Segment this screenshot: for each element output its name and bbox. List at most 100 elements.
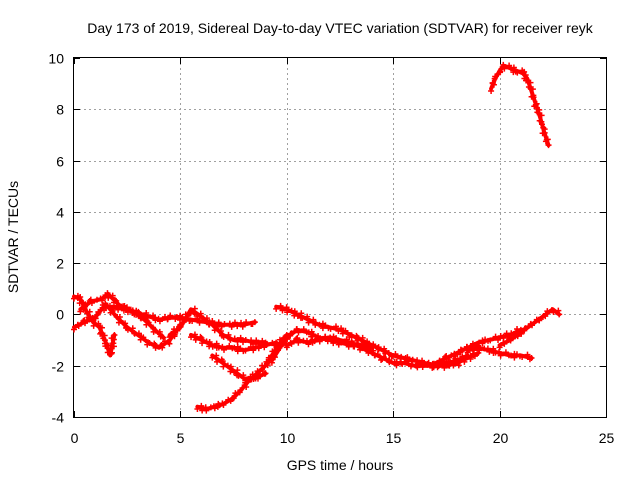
data-point: [311, 338, 318, 345]
series-arc-8: [194, 331, 290, 414]
data-point: [525, 83, 532, 90]
data-point: [476, 339, 483, 346]
data-point: [353, 340, 360, 347]
marks-layer: [71, 61, 563, 414]
data-point: [545, 142, 552, 149]
data-point: [360, 339, 367, 346]
data-point: [461, 358, 468, 365]
data-point: [380, 354, 387, 361]
data-point: [507, 352, 514, 359]
data-point: [522, 71, 529, 78]
data-point: [247, 343, 254, 350]
data-point: [194, 405, 201, 412]
data-point: [102, 305, 109, 312]
data-point: [188, 307, 195, 314]
data-point: [342, 327, 349, 334]
data-point: [171, 329, 178, 336]
data-point: [458, 347, 465, 354]
data-point: [217, 328, 224, 335]
data-point: [93, 296, 100, 303]
data-point: [522, 325, 529, 332]
data-point: [211, 405, 218, 412]
data-point: [268, 359, 275, 366]
data-point: [283, 344, 290, 351]
y-tick-label: 10: [48, 51, 64, 67]
data-point: [221, 346, 228, 353]
data-point: [287, 339, 294, 346]
data-point: [191, 305, 198, 312]
data-point: [475, 342, 482, 349]
data-point: [273, 305, 280, 312]
data-point: [464, 349, 471, 356]
data-point: [382, 348, 389, 355]
data-point: [74, 321, 81, 328]
data-point: [436, 357, 443, 364]
data-point: [404, 354, 411, 361]
data-point: [234, 367, 241, 374]
data-point: [261, 344, 268, 351]
data-point: [300, 326, 307, 333]
data-point: [489, 79, 496, 86]
data-point: [496, 344, 503, 351]
data-point: [133, 311, 140, 318]
data-point: [124, 326, 131, 333]
data-point: [295, 329, 302, 336]
data-point: [550, 308, 557, 315]
data-point: [529, 86, 536, 93]
data-point: [129, 325, 136, 332]
x-tick-label: 5: [177, 430, 185, 446]
data-point: [71, 326, 77, 333]
data-point: [173, 313, 180, 320]
data-point: [534, 109, 541, 116]
data-point: [88, 299, 95, 306]
data-point: [556, 311, 563, 318]
data-point: [530, 94, 537, 101]
data-point: [220, 363, 227, 370]
data-point: [310, 316, 317, 323]
data-point: [242, 336, 249, 343]
data-point: [231, 344, 238, 351]
data-point: [264, 340, 271, 347]
data-point: [284, 336, 291, 343]
data-point: [316, 338, 323, 345]
data-point: [529, 322, 536, 329]
data-point: [398, 359, 405, 366]
data-point: [152, 327, 159, 334]
y-tick-label: 8: [56, 102, 64, 118]
series-arc-7: [209, 352, 269, 384]
data-point: [408, 361, 415, 368]
data-point: [532, 101, 539, 108]
data-point: [252, 372, 259, 379]
grid-layer: [74, 58, 606, 417]
data-point: [166, 334, 173, 341]
data-point: [258, 340, 265, 347]
data-point: [207, 404, 214, 411]
data-point: [115, 306, 122, 313]
data-point: [327, 334, 334, 341]
data-point: [488, 87, 495, 94]
data-point: [398, 353, 405, 360]
data-point: [135, 308, 142, 315]
data-point: [507, 337, 514, 344]
data-point: [140, 334, 147, 341]
data-point: [370, 347, 377, 354]
data-point: [181, 317, 188, 324]
data-point: [508, 330, 515, 337]
data-point: [271, 353, 278, 360]
data-point: [541, 129, 548, 136]
data-point: [255, 345, 262, 352]
data-point: [443, 355, 450, 362]
data-point: [234, 321, 241, 328]
data-point: [105, 294, 112, 301]
data-point: [322, 333, 329, 340]
data-point: [419, 357, 426, 364]
data-point: [124, 309, 131, 316]
data-point: [415, 360, 421, 367]
data-point: [479, 340, 486, 347]
chart-title: Day 173 of 2019, Sidereal Day-to-day VTE…: [87, 20, 593, 36]
data-point: [199, 317, 206, 324]
data-point: [288, 340, 295, 347]
x-tick-label: 20: [493, 430, 509, 446]
data-point: [77, 308, 84, 315]
data-point: [230, 369, 237, 376]
